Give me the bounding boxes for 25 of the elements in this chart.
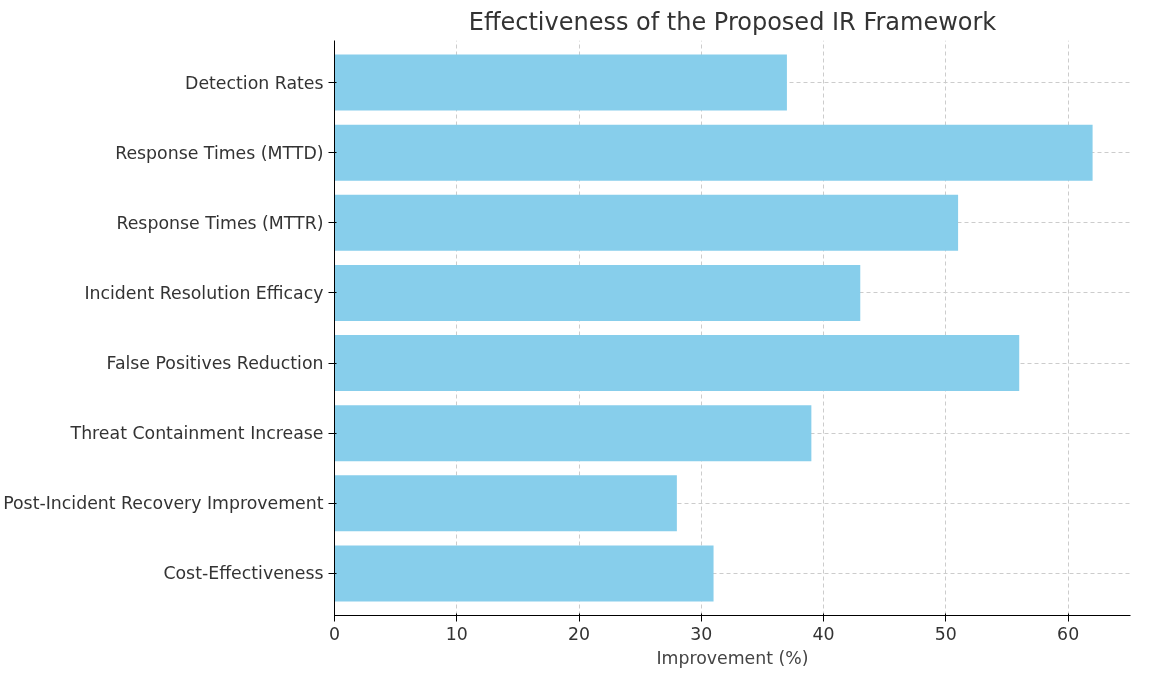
- y-tick-label: Incident Resolution Efficacy: [84, 282, 324, 303]
- y-tick-label: Detection Rates: [185, 72, 324, 93]
- x-tick-label: 50: [934, 623, 957, 644]
- y-tick-label: Threat Containment Increase: [69, 423, 324, 444]
- bar: [334, 124, 1093, 181]
- x-tick-label: 60: [1057, 623, 1080, 644]
- bar: [334, 335, 1020, 392]
- y-tick-label: Cost-Effectiveness: [163, 563, 324, 584]
- chart-title: Effectiveness of the Proposed IR Framework: [468, 7, 997, 36]
- bar: [334, 545, 714, 602]
- x-tick-label: 40: [812, 623, 835, 644]
- x-axis-title: Improvement (%): [656, 647, 809, 668]
- x-tick-label: 10: [445, 623, 468, 644]
- bar: [334, 264, 861, 321]
- x-tick-label: 30: [690, 623, 713, 644]
- x-tick-label: 0: [328, 623, 341, 644]
- y-tick-label: Response Times (MTTR): [116, 212, 324, 233]
- y-tick-label: False Positives Reduction: [106, 353, 324, 374]
- x-tick-label: 20: [568, 623, 591, 644]
- bar: [334, 54, 787, 111]
- y-tick-label: Post-Incident Recovery Improvement: [3, 493, 324, 514]
- bar: [334, 194, 959, 251]
- bar: [334, 475, 677, 532]
- y-tick-label: Response Times (MTTD): [115, 142, 324, 163]
- bar: [334, 405, 812, 462]
